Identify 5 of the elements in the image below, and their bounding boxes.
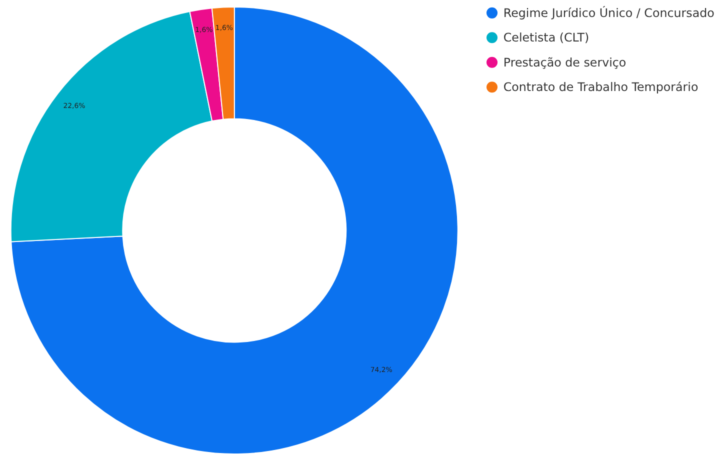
legend-label: Regime Jurídico Único / Concursado: [503, 6, 714, 20]
legend-label: Contrato de Trabalho Temporário: [503, 80, 698, 94]
legend-label: Prestação de serviço: [503, 55, 626, 70]
donut-slice: [10, 6, 458, 454]
legend-label: Celetista (CLT): [503, 30, 590, 45]
